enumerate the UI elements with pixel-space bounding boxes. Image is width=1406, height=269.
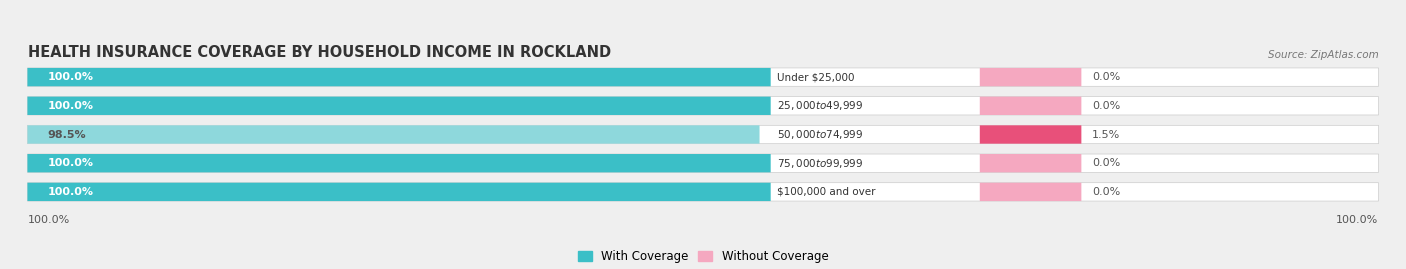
Text: 100.0%: 100.0%	[48, 158, 94, 168]
FancyBboxPatch shape	[28, 183, 770, 201]
FancyBboxPatch shape	[980, 97, 1081, 115]
FancyBboxPatch shape	[28, 125, 1378, 144]
Text: 1.5%: 1.5%	[1092, 129, 1121, 140]
FancyBboxPatch shape	[28, 97, 1378, 115]
FancyBboxPatch shape	[980, 125, 1081, 144]
Text: HEALTH INSURANCE COVERAGE BY HOUSEHOLD INCOME IN ROCKLAND: HEALTH INSURANCE COVERAGE BY HOUSEHOLD I…	[28, 45, 610, 60]
Text: $50,000 to $74,999: $50,000 to $74,999	[778, 128, 863, 141]
Text: 100.0%: 100.0%	[48, 72, 94, 82]
FancyBboxPatch shape	[28, 125, 759, 144]
FancyBboxPatch shape	[28, 154, 1378, 172]
Legend: With Coverage, Without Coverage: With Coverage, Without Coverage	[578, 250, 828, 263]
FancyBboxPatch shape	[28, 97, 770, 115]
Text: 0.0%: 0.0%	[1092, 187, 1121, 197]
FancyBboxPatch shape	[28, 68, 770, 86]
Text: 98.5%: 98.5%	[48, 129, 86, 140]
Text: 0.0%: 0.0%	[1092, 158, 1121, 168]
FancyBboxPatch shape	[28, 183, 1378, 201]
Text: 100.0%: 100.0%	[1336, 215, 1378, 225]
Text: 100.0%: 100.0%	[48, 187, 94, 197]
Text: 0.0%: 0.0%	[1092, 72, 1121, 82]
Text: 100.0%: 100.0%	[48, 101, 94, 111]
FancyBboxPatch shape	[28, 68, 1378, 86]
Text: $100,000 and over: $100,000 and over	[778, 187, 876, 197]
Text: $75,000 to $99,999: $75,000 to $99,999	[778, 157, 863, 170]
Text: 100.0%: 100.0%	[28, 215, 70, 225]
FancyBboxPatch shape	[980, 68, 1081, 86]
Text: $25,000 to $49,999: $25,000 to $49,999	[778, 99, 863, 112]
Text: Source: ZipAtlas.com: Source: ZipAtlas.com	[1268, 50, 1378, 60]
Text: 0.0%: 0.0%	[1092, 101, 1121, 111]
FancyBboxPatch shape	[980, 154, 1081, 172]
FancyBboxPatch shape	[28, 154, 770, 172]
FancyBboxPatch shape	[980, 183, 1081, 201]
Text: Under $25,000: Under $25,000	[778, 72, 855, 82]
